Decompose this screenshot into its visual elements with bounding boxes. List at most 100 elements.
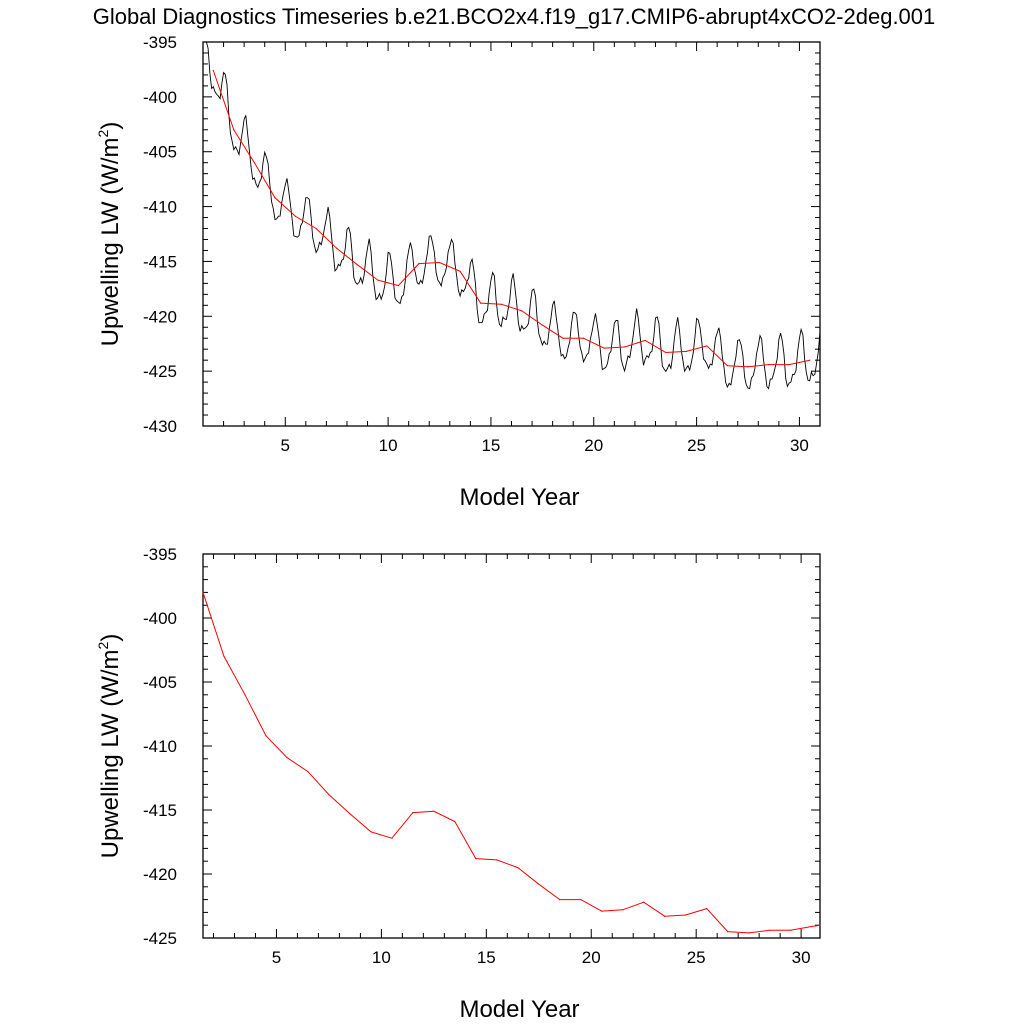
data-point xyxy=(726,365,729,367)
data-point xyxy=(685,914,687,916)
data-point xyxy=(294,215,297,218)
y-axis-title-superscript: 2 xyxy=(95,129,111,137)
y-axis-title: Upwelling LW (W/m2) xyxy=(95,122,124,347)
x-tick-label: 25 xyxy=(687,436,706,455)
data-point xyxy=(244,694,246,696)
x-tick-label: 5 xyxy=(272,948,281,967)
data-point xyxy=(438,261,441,264)
y-axis-title-end: ) xyxy=(97,122,124,130)
x-tick-label: 30 xyxy=(790,436,809,455)
data-point xyxy=(788,363,790,366)
y-axis-title-main: Upwelling LW (W/m xyxy=(97,649,124,858)
y-axis-title-end: ) xyxy=(97,634,124,642)
data-point xyxy=(418,263,420,265)
y-tick-label: -400 xyxy=(143,88,177,107)
data-point xyxy=(223,655,225,658)
data-point xyxy=(790,929,792,931)
series-line-annual-mean xyxy=(202,592,821,934)
y-tick-label: -395 xyxy=(143,545,177,564)
data-point xyxy=(562,337,564,339)
data-point xyxy=(685,350,687,352)
y-tick-label: -420 xyxy=(143,865,177,884)
y-tick-label: -430 xyxy=(143,417,177,436)
x-tick-label: 10 xyxy=(379,436,398,455)
data-point xyxy=(706,345,708,347)
data-point xyxy=(253,162,256,164)
data-point xyxy=(233,129,235,131)
x-tick-label: 5 xyxy=(281,436,290,455)
data-point xyxy=(286,756,288,759)
data-point xyxy=(538,883,540,885)
y-tick-label: -415 xyxy=(143,801,177,820)
data-point xyxy=(517,867,519,869)
data-point xyxy=(328,794,330,796)
data-point xyxy=(433,810,435,812)
data-point xyxy=(603,347,605,349)
top-panel: 5 10 15 20 25 30 -395 -400 -405 -410 -415 -420 -425 -… xyxy=(95,33,821,511)
y-tick-label: -410 xyxy=(143,737,177,756)
series-line-monthly xyxy=(203,41,821,390)
data-point xyxy=(265,735,267,737)
data-point xyxy=(370,831,372,833)
y-tick-label: -395 xyxy=(143,33,177,52)
data-point xyxy=(665,351,667,354)
data-point xyxy=(559,899,561,901)
data-point xyxy=(622,909,624,911)
data-point xyxy=(454,820,456,823)
data-point xyxy=(274,197,276,199)
y-tick-label: -425 xyxy=(143,929,177,948)
data-point xyxy=(212,69,214,72)
data-point xyxy=(356,264,358,266)
data-point xyxy=(496,859,498,861)
x-axis-title: Model Year xyxy=(459,484,579,511)
y-axis-title-main: Upwelling LW (W/m xyxy=(97,137,124,346)
data-point xyxy=(391,837,393,839)
data-point xyxy=(809,359,811,361)
data-point xyxy=(459,270,461,272)
data-point xyxy=(377,279,379,281)
y-tick-label: -410 xyxy=(143,198,177,217)
y-tick-label: -420 xyxy=(143,307,177,326)
data-point xyxy=(769,929,771,931)
y-tick-label: -415 xyxy=(143,252,177,271)
y-tick-label: -400 xyxy=(143,609,177,628)
data-point xyxy=(727,931,729,933)
y-tick-label: -405 xyxy=(143,673,177,692)
figure-title: Global Diagnostics Timeseries b.e21.BCO2… xyxy=(93,4,936,29)
data-point xyxy=(397,284,399,287)
x-tick-label: 30 xyxy=(792,948,811,967)
data-point xyxy=(412,811,414,814)
data-point xyxy=(580,899,582,901)
plot-frame xyxy=(202,553,821,939)
data-point xyxy=(541,324,543,326)
data-point xyxy=(811,925,813,928)
data-point xyxy=(202,591,204,594)
x-tick-label: 10 xyxy=(372,948,391,967)
x-tick-label: 20 xyxy=(582,948,601,967)
x-axis-title: Model Year xyxy=(459,996,579,1023)
y-axis-title: Upwelling LW (W/m2) xyxy=(95,634,124,859)
x-tick-label: 25 xyxy=(687,948,706,967)
data-point xyxy=(475,858,477,860)
data-point xyxy=(643,901,645,903)
x-tick-label: 20 xyxy=(584,436,603,455)
data-point xyxy=(336,247,338,249)
data-point xyxy=(747,366,749,368)
bottom-panel: 5 10 15 20 25 30 -395 -400 -405 -410 -415 -420 -425 M… xyxy=(95,545,821,1023)
data-point xyxy=(706,907,708,910)
data-point xyxy=(349,813,351,815)
data-point xyxy=(601,910,603,912)
x-tick-label: 15 xyxy=(481,436,500,455)
data-point xyxy=(767,363,770,366)
data-point xyxy=(315,227,317,230)
series-line-annual-mean xyxy=(212,70,810,368)
y-axis-title-superscript: 2 xyxy=(95,641,111,649)
data-point xyxy=(582,337,585,339)
data-point xyxy=(819,924,821,926)
data-point xyxy=(307,771,309,773)
data-point xyxy=(521,310,523,312)
data-point xyxy=(500,303,502,305)
plot-frame xyxy=(202,41,821,427)
x-tick-label: 15 xyxy=(477,948,496,967)
